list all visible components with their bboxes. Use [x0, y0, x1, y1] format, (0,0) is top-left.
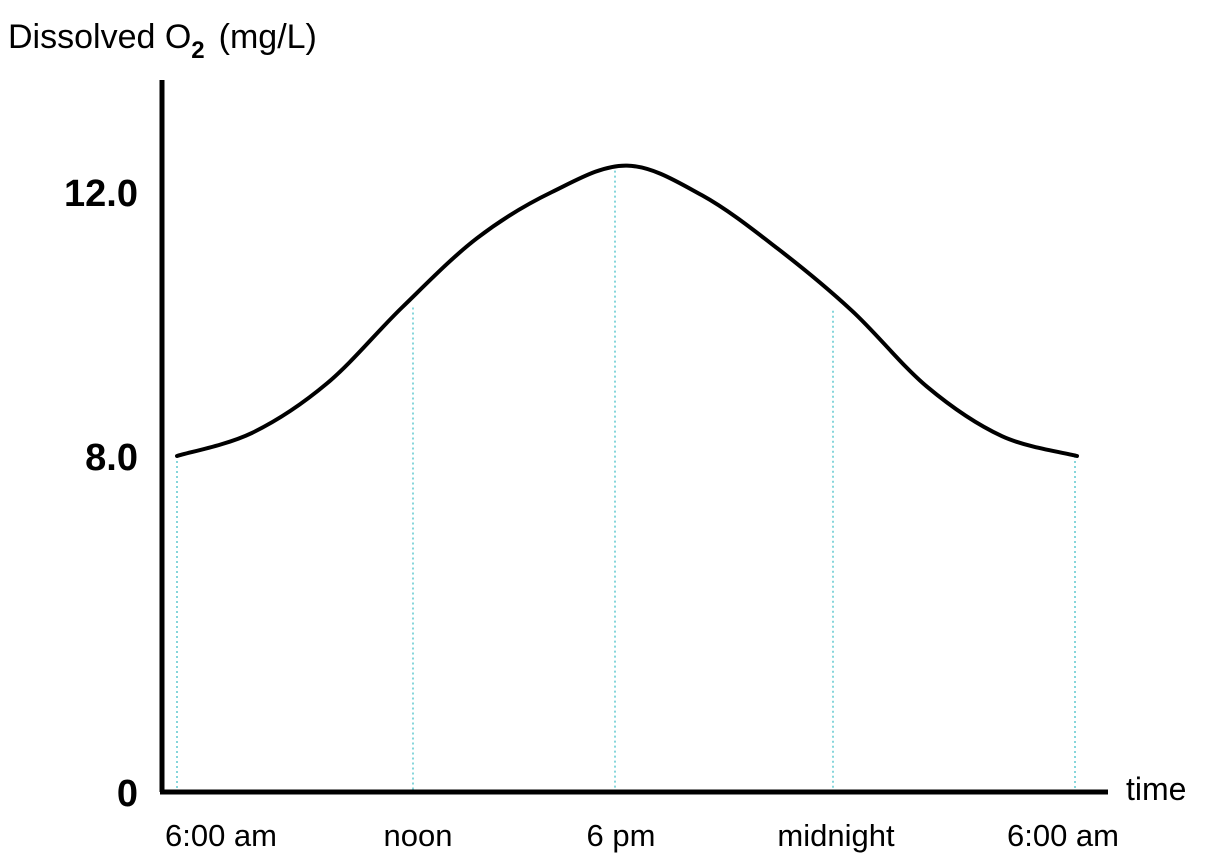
grid-lines [176, 165, 1076, 792]
oxygen-series-line [175, 163, 1079, 458]
x-tick-labels: 6:00 am noon 6 pm midnight 6:00 am [165, 818, 1119, 853]
axes [159, 80, 1108, 795]
y-tick-label-0: 0 [117, 773, 138, 815]
x-tick-label-4: 6:00 am [1007, 818, 1119, 853]
y-tick-label-1: 8.0 [85, 437, 138, 479]
y-tick-label-2: 12.0 [64, 173, 138, 215]
x-tick-label-2: 6 pm [587, 818, 656, 853]
y-axis-title: Dissolved O2 (mg/L) [8, 18, 317, 64]
y-axis-title-unit: (mg/L) [219, 18, 317, 56]
x-tick-label-0: 6:00 am [165, 818, 277, 853]
y-axis-title-main: Dissolved O [8, 18, 191, 56]
y-axis-title-subscript: 2 [191, 37, 204, 64]
x-tick-label-1: noon [384, 818, 453, 853]
x-tick-label-3: midnight [777, 818, 895, 853]
x-axis-title: time [1126, 771, 1186, 807]
y-tick-labels: 0 8.0 12.0 [64, 173, 138, 815]
